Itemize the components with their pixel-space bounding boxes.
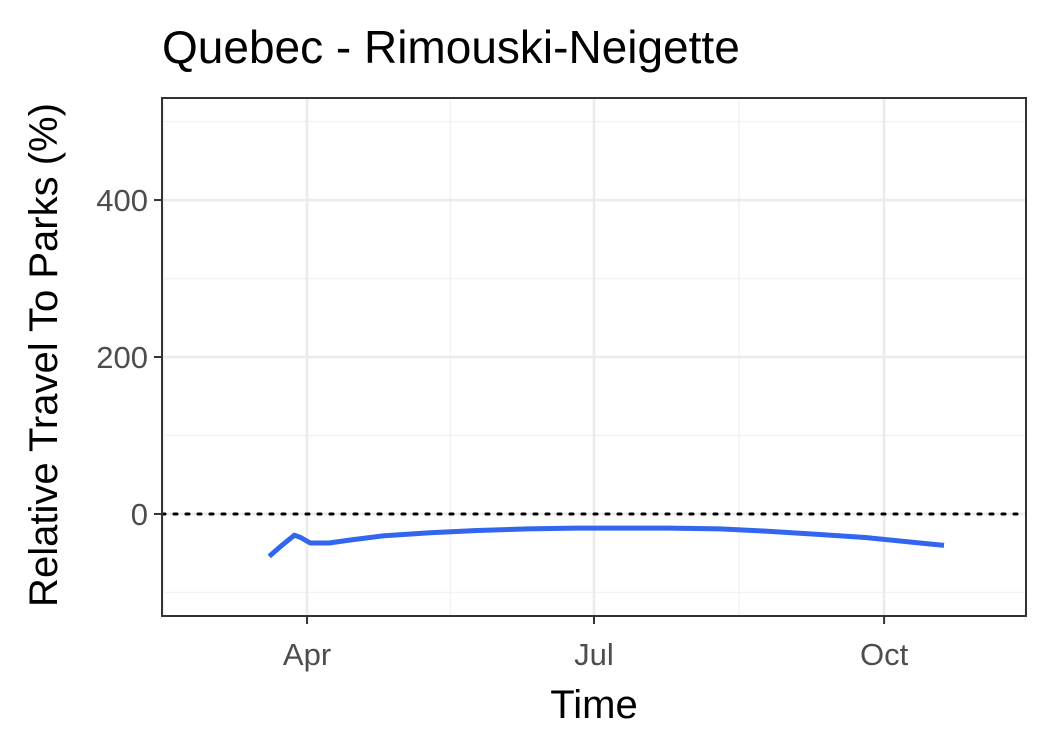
series-line	[267, 525, 945, 559]
x-axis: Apr Jul Oct	[283, 616, 909, 672]
y-tick-label: 0	[131, 497, 148, 532]
y-tick-label: 200	[96, 340, 148, 375]
y-axis: 0 200 400	[96, 183, 162, 532]
x-tick-label: Apr	[283, 637, 331, 672]
y-axis-title: Relative Travel To Parks (%)	[22, 103, 66, 607]
x-tick-label: Oct	[860, 637, 909, 672]
series-group	[267, 525, 945, 559]
chart-title: Quebec - Rimouski-Neigette	[162, 21, 740, 73]
x-axis-title: Time	[550, 683, 637, 727]
x-tick-label: Jul	[574, 637, 614, 672]
y-tick-label: 400	[96, 183, 148, 218]
